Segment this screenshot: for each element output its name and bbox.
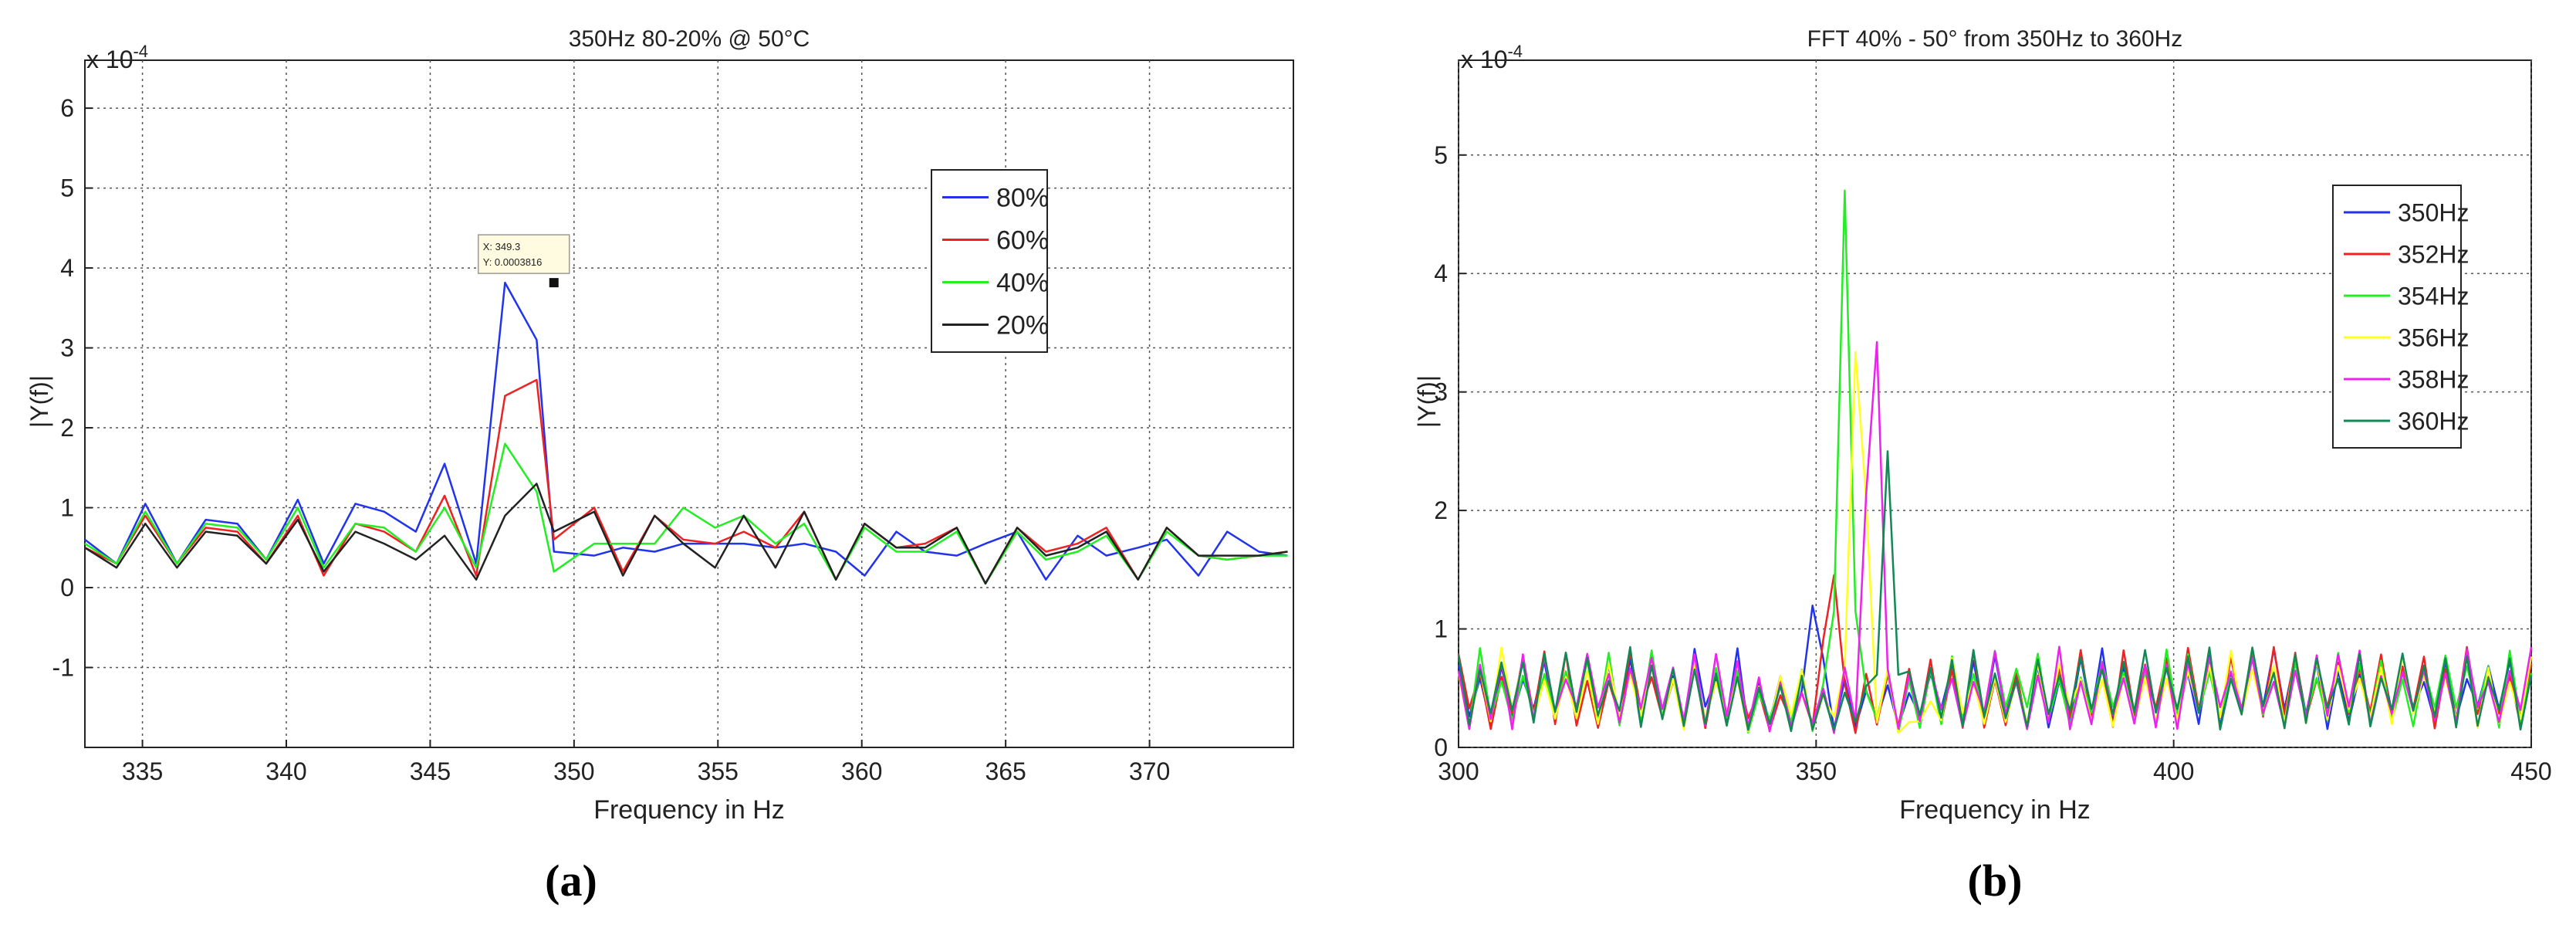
grid-a (85, 60, 1293, 747)
series-lines-a (84, 281, 1288, 585)
x-tick-label-a: 360 (841, 757, 882, 785)
panel-label-b: (b) (1968, 856, 2023, 906)
y-tick-label-a: 5 (60, 174, 74, 202)
y-axis-label-a: |Y(f)| (25, 375, 53, 428)
y-tick-label-b: 2 (1434, 496, 1448, 524)
chart-title-b: FFT 40% - 50° from 350Hz to 360Hz (1807, 26, 2183, 52)
legend-box-a (931, 169, 1048, 353)
x-tick-label-a: 335 (122, 757, 163, 785)
x-tick-label-b: 300 (1438, 757, 1479, 785)
legend-label-b: 350Hz (2398, 199, 2470, 227)
x-tick-label-a: 340 (265, 757, 306, 785)
legend-b: 350Hz 352Hz 354Hz 356Hz 358Hz 360Hz (2332, 185, 2470, 449)
y-tick-label-b: 3 (1434, 378, 1448, 406)
y-exponent-power-a: -4 (133, 42, 148, 61)
legend-label-a: 60% (996, 226, 1049, 256)
y-tick-label-b: 5 (1434, 141, 1448, 169)
plot-area-a (84, 59, 1294, 748)
panel-label-a: (a) (545, 856, 597, 906)
x-axis-label-b: Frequency in Hz (1899, 795, 2091, 825)
series-line-60% (84, 378, 1288, 585)
legend-label-b: 352Hz (2398, 241, 2470, 269)
y-tick-label-a: 4 (60, 254, 74, 282)
x-tick-label-a: 350 (553, 757, 594, 785)
x-tick-label-a: 355 (698, 757, 739, 785)
y-exponent-power-b: -4 (1507, 42, 1523, 61)
y-tick-label-a: 6 (60, 94, 74, 122)
y-exponent-base-a: x 10 (86, 46, 133, 73)
legend-box-b (2332, 185, 2462, 449)
y-tick-label-b: 1 (1434, 615, 1448, 643)
legend-label-b: 354Hz (2398, 283, 2470, 310)
datatip-a: X: 349.3 Y: 0.0003816 (478, 234, 570, 288)
y-tick-label-a: 2 (60, 414, 74, 442)
legend-label-a: 40% (996, 269, 1049, 298)
datatip-marker (549, 278, 559, 288)
x-tick-label-b: 350 (1796, 757, 1837, 785)
y-axis-label-b: |Y(f)| (1413, 375, 1441, 428)
y-exponent-a: x 10-4 (86, 42, 148, 73)
y-tick-label-b: 0 (1434, 734, 1448, 761)
series-line-20% (84, 483, 1288, 585)
legend-label-b: 360Hz (2398, 408, 2470, 435)
y-tick-label-a: 3 (60, 334, 74, 362)
x-tick-label-a: 365 (985, 757, 1026, 785)
series-lines-b (1457, 189, 2533, 734)
y-exponent-b: x 10-4 (1461, 42, 1523, 73)
legend-a: 80% 60% 40% 20% (931, 169, 1049, 353)
series-line-360Hz (1457, 450, 2533, 733)
legend-label-b: 356Hz (2398, 324, 2470, 352)
x-tick-label-b: 400 (2153, 757, 2194, 785)
chart-title-a: 350Hz 80-20% @ 50°C (569, 26, 810, 52)
x-axis-label-a: Frequency in Hz (593, 795, 785, 825)
x-tick-label-b: 450 (2510, 757, 2551, 785)
ticks-b: 300 350 400 450 0 1 2 3 4 5 (1434, 141, 2551, 785)
y-tick-label-b: 4 (1434, 259, 1448, 287)
datatip-box (478, 234, 570, 274)
x-tick-label-a: 370 (1129, 757, 1170, 785)
legend-label-a: 20% (996, 311, 1049, 341)
datatip-y: Y: 0.0003816 (483, 256, 543, 268)
y-exponent-base-b: x 10 (1461, 46, 1507, 73)
legend-label-b: 358Hz (2398, 366, 2470, 394)
series-line-40% (84, 442, 1288, 585)
datatip-x: X: 349.3 (483, 241, 520, 252)
legend-label-a: 80% (996, 184, 1049, 213)
x-tick-label-a: 345 (410, 757, 451, 785)
y-tick-label-a: 0 (60, 574, 74, 601)
y-tick-label-a: 1 (60, 494, 74, 522)
y-tick-label-a: -1 (52, 654, 74, 682)
